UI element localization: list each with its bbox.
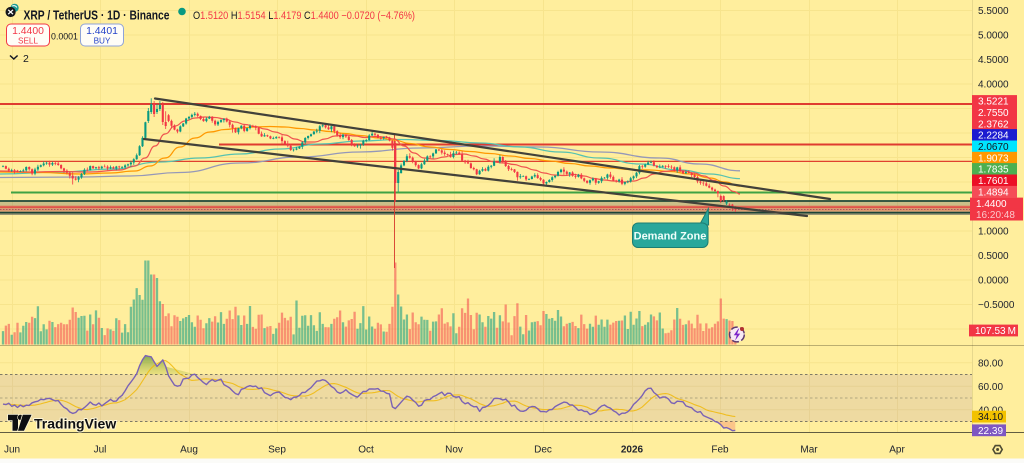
svg-text:Apr: Apr: [889, 445, 905, 456]
svg-text:2: 2: [23, 53, 29, 65]
svg-text:−0.5000: −0.5000: [978, 300, 1015, 311]
svg-text:SELL: SELL: [18, 37, 38, 46]
svg-text:Demand Zone: Demand Zone: [634, 231, 707, 243]
svg-text:4.0000: 4.0000: [978, 80, 1009, 91]
svg-text:5.5000: 5.5000: [978, 6, 1009, 17]
svg-text:2.2284: 2.2284: [978, 131, 1009, 142]
svg-text:2.3762: 2.3762: [978, 119, 1009, 130]
svg-text:Jul: Jul: [94, 445, 107, 456]
svg-text:60.00: 60.00: [978, 382, 1003, 393]
svg-text:2.0670: 2.0670: [978, 142, 1009, 153]
svg-text:4.5000: 4.5000: [978, 55, 1009, 66]
svg-text:1.9073: 1.9073: [978, 153, 1009, 164]
svg-text:5.0000: 5.0000: [978, 31, 1009, 42]
svg-text:Sep: Sep: [268, 445, 286, 456]
svg-text:34.10: 34.10: [978, 412, 1003, 423]
svg-text:22.39: 22.39: [978, 426, 1003, 437]
svg-text:0.5000: 0.5000: [978, 251, 1009, 262]
svg-text:16:20:48: 16:20:48: [976, 210, 1015, 221]
svg-text:XRP / TetherUS · 1D · Binance: XRP / TetherUS · 1D · Binance: [24, 8, 170, 22]
svg-text:107.53 M: 107.53 M: [975, 326, 1016, 337]
svg-text:Mar: Mar: [800, 445, 818, 456]
svg-text:Aug: Aug: [180, 445, 198, 456]
svg-text:O1.5120 H1.5154 L1.4179 C1.440: O1.5120 H1.5154 L1.4179 C1.4400 −0.0720 …: [193, 10, 415, 22]
svg-text:Nov: Nov: [445, 445, 463, 456]
svg-text:1.4400: 1.4400: [12, 26, 44, 37]
svg-text:Oct: Oct: [358, 445, 374, 456]
svg-text:2.7550: 2.7550: [978, 108, 1009, 119]
svg-text:1.4894: 1.4894: [978, 187, 1009, 198]
svg-text:3.5221: 3.5221: [978, 97, 1009, 108]
svg-text:1.4401: 1.4401: [86, 26, 118, 37]
svg-text:Dec: Dec: [534, 445, 552, 456]
svg-text:80.00: 80.00: [978, 358, 1003, 369]
svg-text:1.0000: 1.0000: [978, 227, 1009, 238]
svg-text:1.7835: 1.7835: [978, 165, 1009, 176]
svg-text:BUY: BUY: [94, 37, 111, 46]
svg-text:Feb: Feb: [711, 445, 729, 456]
svg-text:1.7601: 1.7601: [978, 176, 1009, 187]
svg-text:1.4400: 1.4400: [976, 199, 1007, 210]
svg-text:0.0000: 0.0000: [978, 276, 1009, 287]
svg-text:Jun: Jun: [4, 445, 20, 456]
svg-text:2026: 2026: [621, 445, 644, 456]
svg-text:TradingView: TradingView: [34, 416, 116, 432]
svg-text:0.0001: 0.0001: [51, 32, 78, 42]
